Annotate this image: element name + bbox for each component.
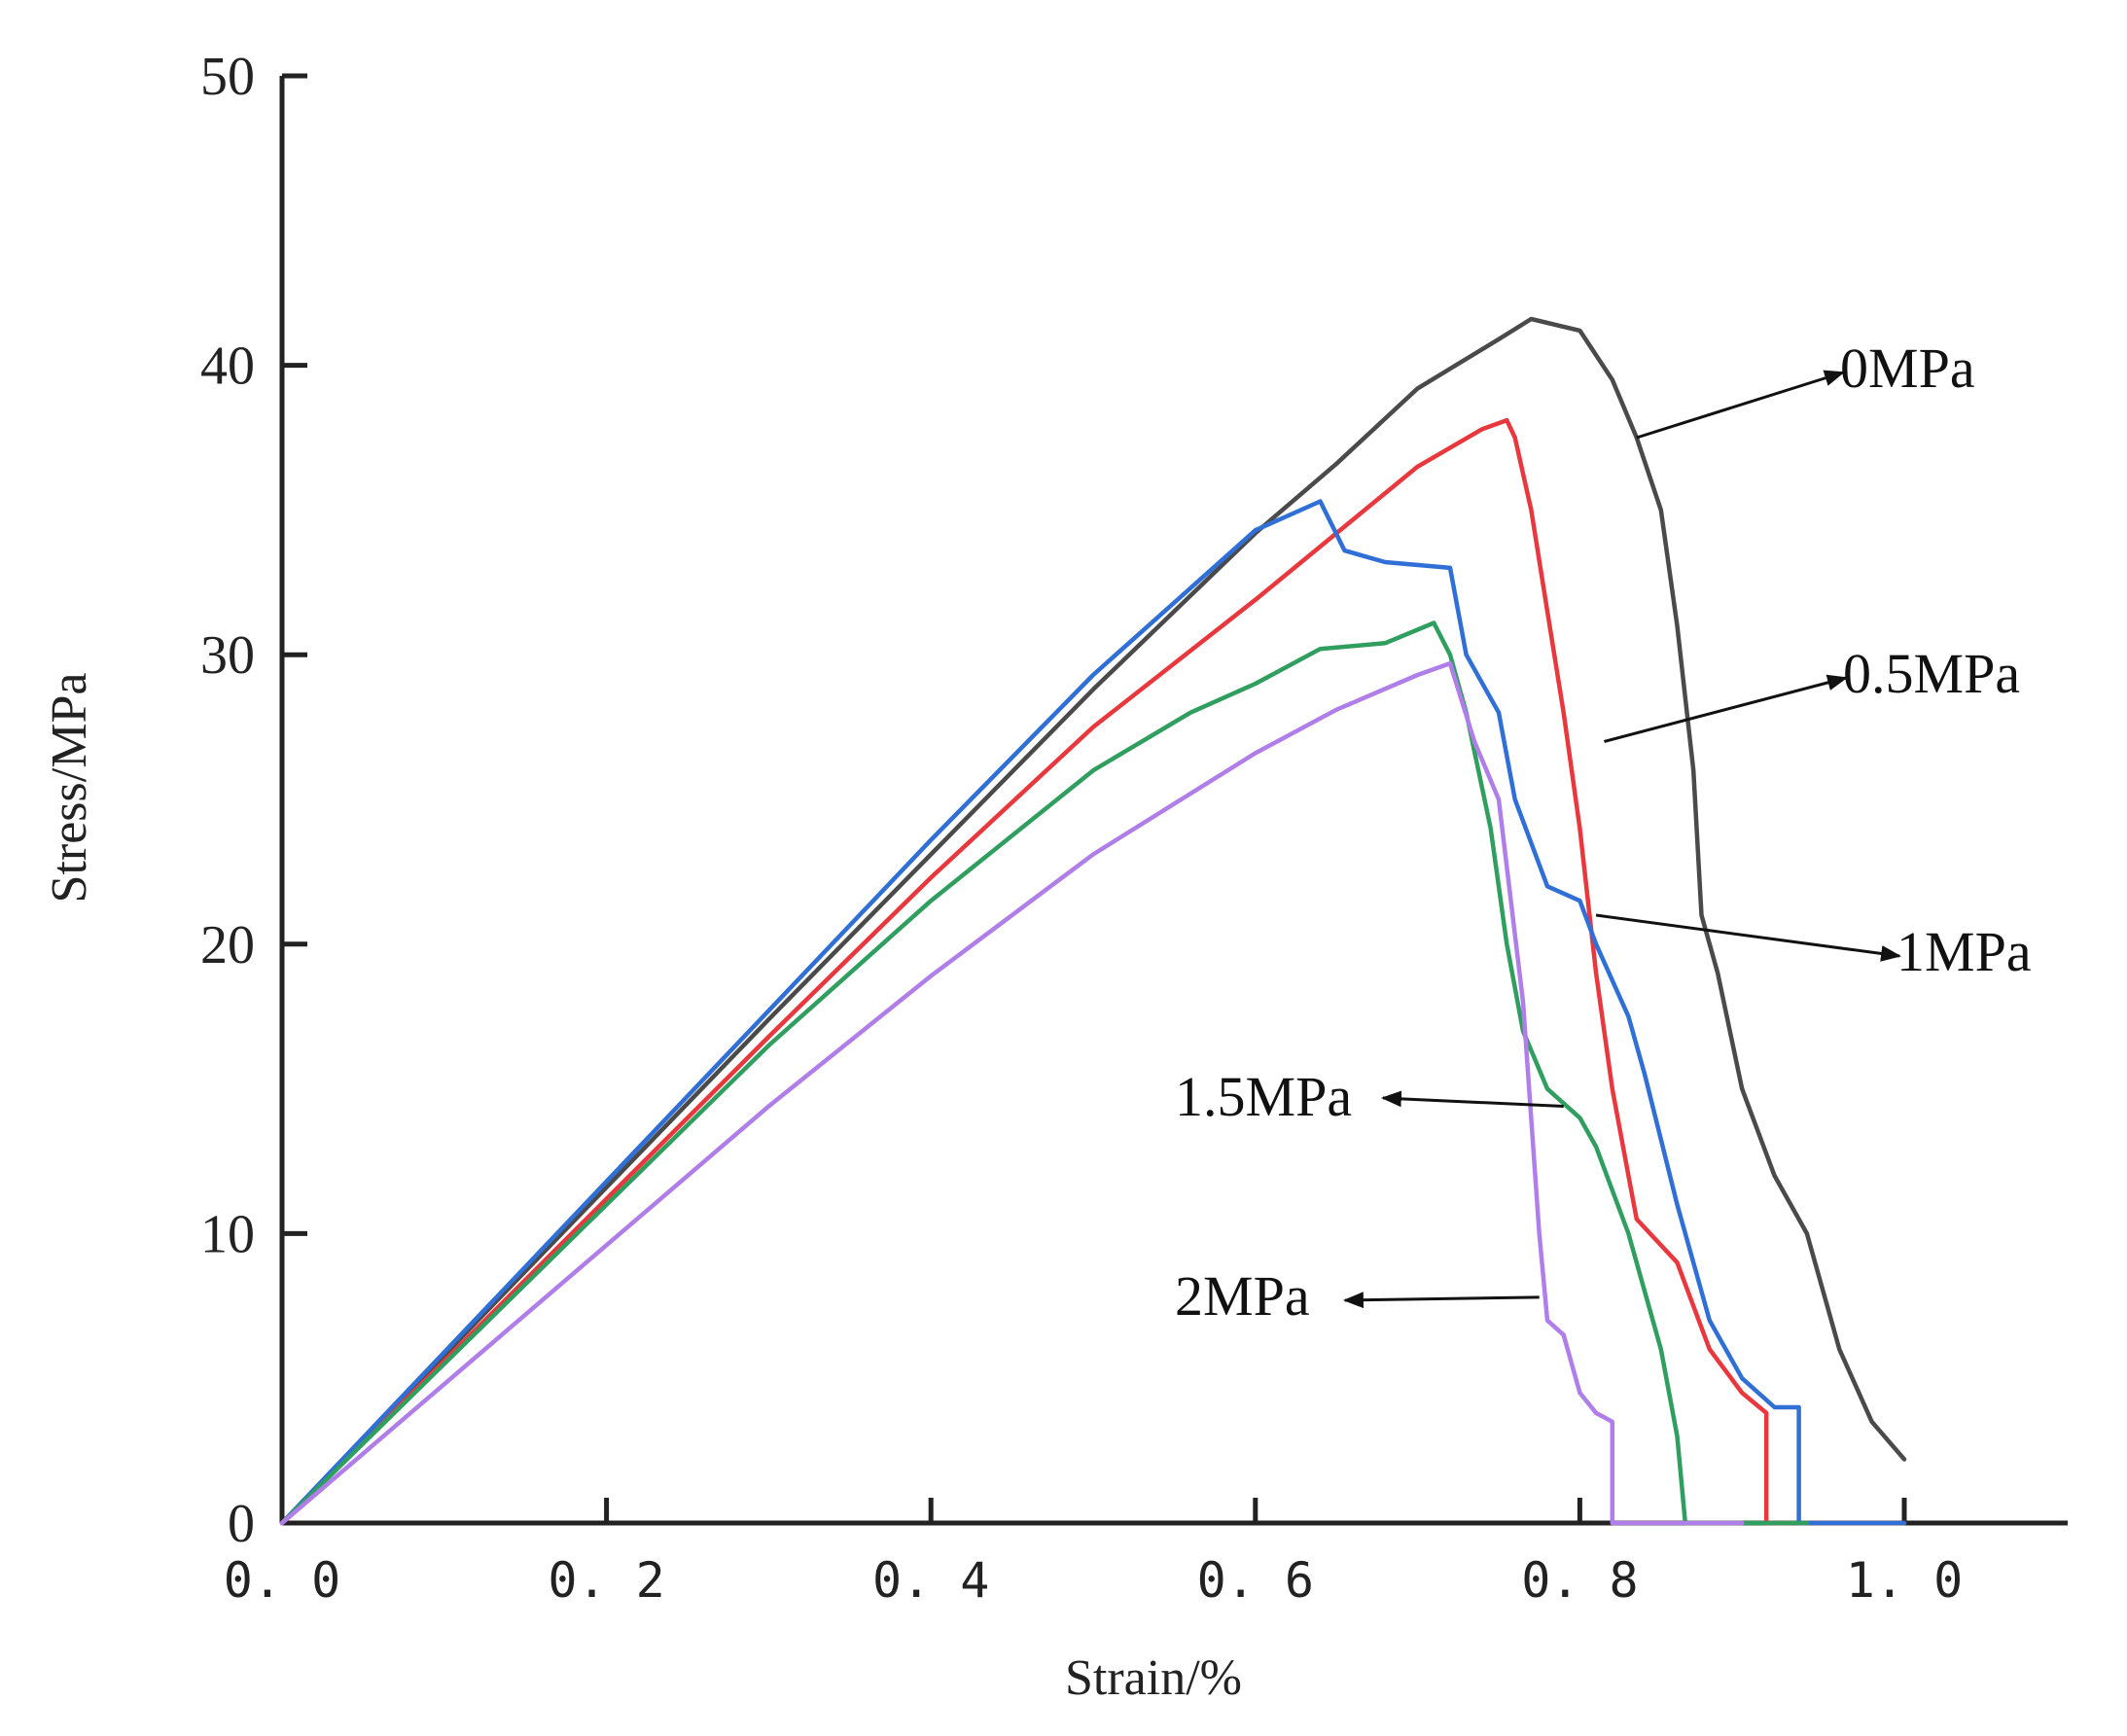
y-tick-label: 0 [228, 1494, 255, 1554]
annotation-label: 1.5MPa [1175, 1065, 1352, 1128]
x-ticks: 0. 0 0. 2 0. 4 0. 6 0. 8 1. 0 [224, 1498, 1963, 1609]
series-line-1mpa [279, 499, 1907, 1526]
annotation-arrow [1636, 370, 1846, 440]
y-tick-label: 10 [200, 1204, 255, 1264]
annotation-layer: 0MPa 0.5MPa 1MPa 1.5MPa 2MPa [1175, 337, 2032, 1328]
annotation-label: 0.5MPa [1843, 642, 2020, 705]
annotation-arrow [1342, 1292, 1540, 1309]
annotation-label: 2MPa [1175, 1264, 1310, 1328]
x-tick-label: 0. 2 [548, 1552, 664, 1609]
x-axis-title: Strain/% [1065, 1650, 1242, 1706]
x-tick-label: 0. 4 [872, 1552, 989, 1609]
x-tick-label: 0. 8 [1521, 1552, 1638, 1609]
annotation-label: 0MPa [1840, 337, 1975, 400]
y-tick-label: 50 [200, 47, 255, 107]
annotation-arrow [1604, 674, 1849, 743]
annotation-arrow [1380, 1090, 1564, 1108]
series-layer [279, 316, 1907, 1526]
y-tick-label: 20 [200, 915, 255, 975]
y-tick-label: 40 [200, 337, 255, 397]
y-axis-title: Stress/MPa [42, 673, 97, 903]
annotation-arrow [1595, 913, 1902, 962]
x-tick-label: 0. 6 [1197, 1552, 1314, 1609]
x-tick-label: 1. 0 [1846, 1552, 1963, 1609]
series-line-2mpa [279, 660, 1745, 1526]
series-line-0-5mpa [279, 417, 1907, 1526]
annotation-label: 1MPa [1897, 920, 2032, 983]
x-tick-label: 0. 0 [224, 1552, 340, 1609]
y-ticks: 0 10 20 30 40 50 [200, 47, 307, 1554]
series-line-0mpa [279, 316, 1907, 1526]
y-tick-label: 30 [200, 625, 255, 686]
